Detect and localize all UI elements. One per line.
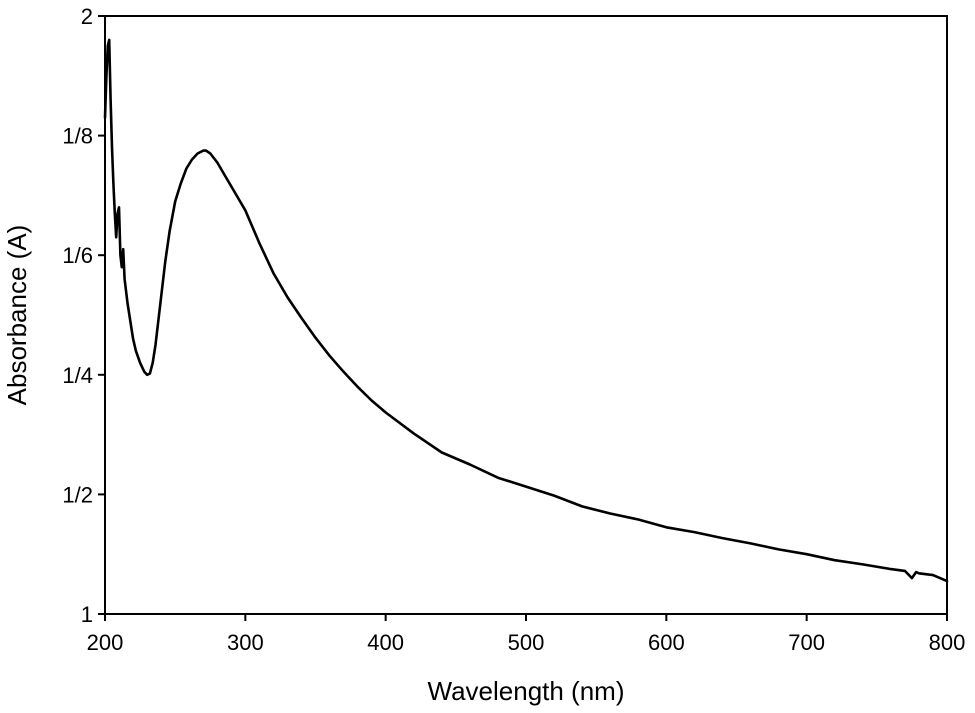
y-axis-title: Absorbance (A) — [2, 225, 32, 406]
absorbance-spectrum-line — [103, 38, 949, 583]
x-axis-ticks: 200 300 400 500 600 700 800 — [87, 614, 966, 655]
y-axis-ticks: 1 1/2 1/4 1/6 1/8 2 — [62, 4, 105, 627]
x-axis-title: Wavelength (nm) — [428, 676, 625, 706]
x-tick-label: 800 — [929, 630, 966, 655]
x-tick-label: 200 — [87, 630, 124, 655]
x-tick-label: 300 — [227, 630, 264, 655]
x-tick-label: 700 — [788, 630, 825, 655]
y-tick-label: 1/6 — [62, 243, 93, 268]
x-tick-label: 500 — [508, 630, 545, 655]
plot-area-frame — [104, 15, 948, 615]
y-tick-label: 1 — [81, 602, 93, 627]
x-tick-label: 400 — [367, 630, 404, 655]
x-tick-label: 600 — [648, 630, 685, 655]
y-tick-label: 2 — [81, 4, 93, 29]
y-tick-label: 1/2 — [62, 482, 93, 507]
y-tick-label: 1/8 — [62, 124, 93, 149]
y-tick-label: 1/4 — [62, 363, 93, 388]
